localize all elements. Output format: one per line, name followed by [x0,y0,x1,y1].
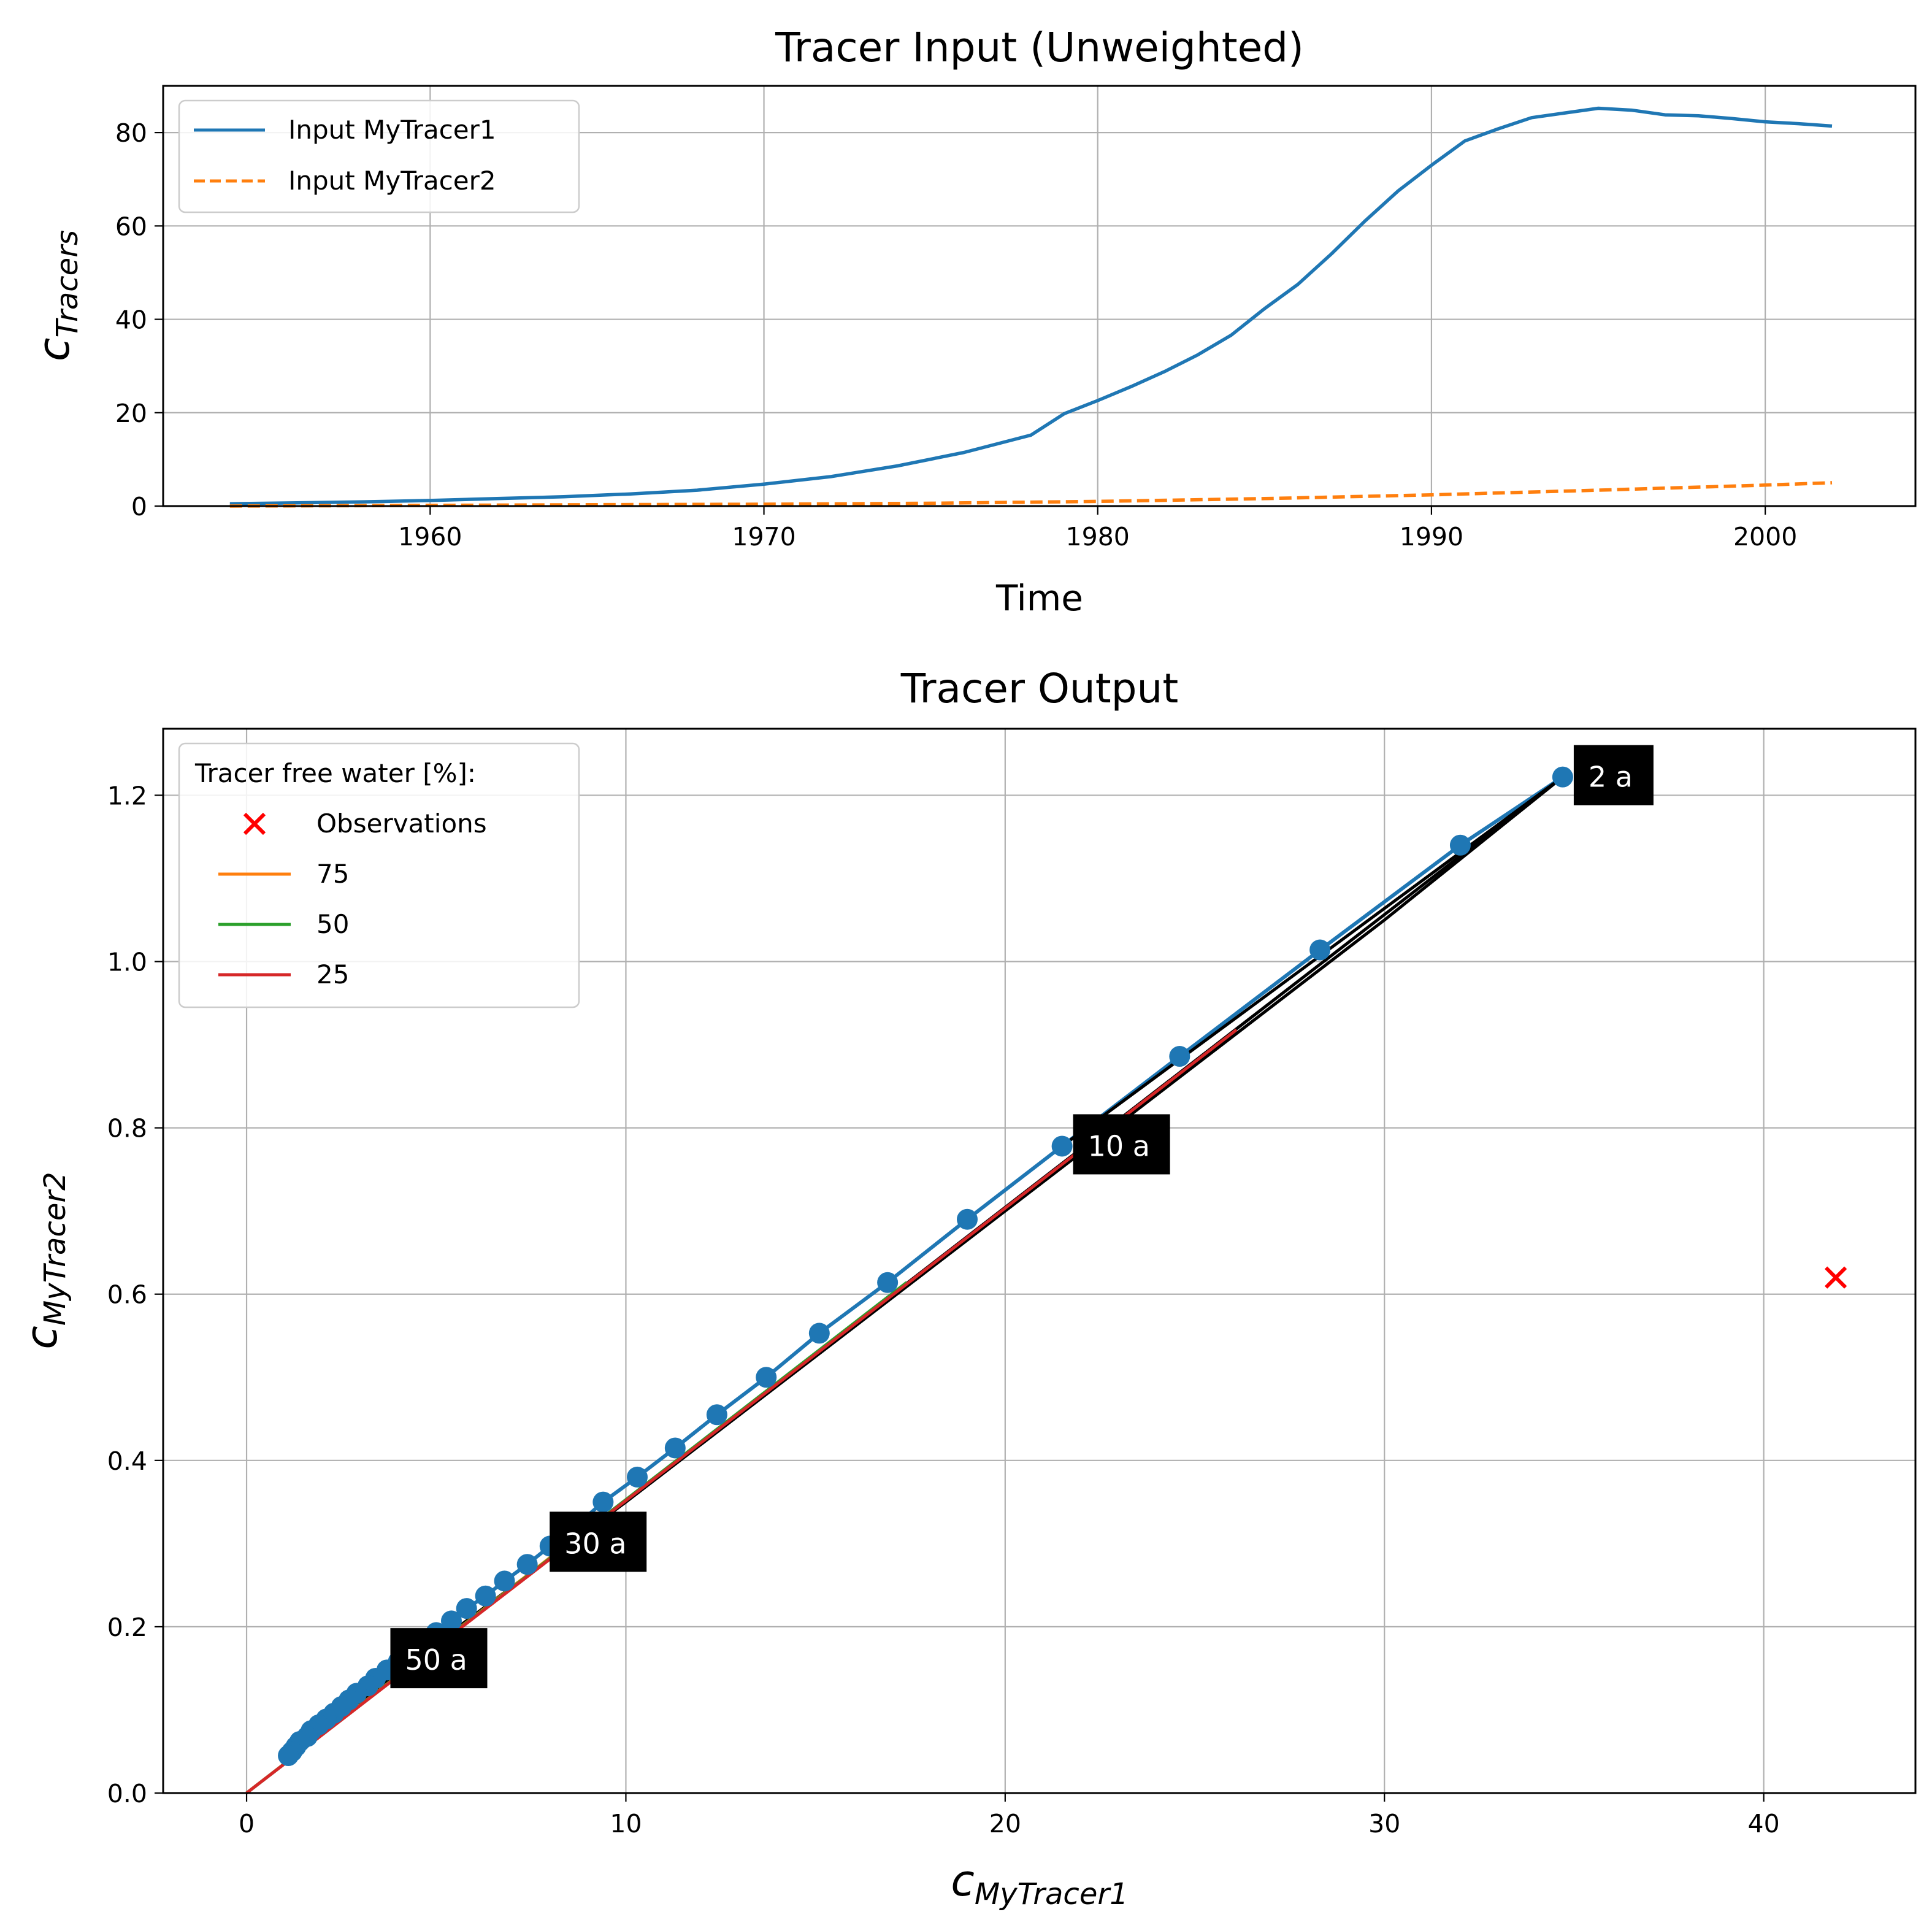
age-annotation: 50 a [390,1628,488,1689]
age-annotation-label: 2 a [1589,761,1633,794]
observation-marker [1825,1266,1847,1289]
legend-title: Tracer free water [%]: [194,758,476,788]
output-chart-xlabel-sub: MyTracer1 [975,1877,1129,1911]
legend-label-75: 75 [316,859,349,889]
legend-label-input-mytracer1: Input MyTracer1 [288,115,496,145]
legend-marker-observations [243,812,266,835]
output-chart-ylabel: cMyTracer2 [17,1172,72,1349]
input-chart-xtick-label: 1980 [1066,522,1130,551]
output-chart-ytick-label: 1.0 [107,948,147,977]
output-chart-series [245,766,1847,1794]
input-chart-ytick-label: 80 [115,118,147,148]
output-chart-ytick-label: 0.4 [107,1446,147,1476]
output-chart-ytick-label: 1.2 [107,781,147,810]
input-chart-frame [162,85,1917,507]
input-chart-ytick-label: 40 [115,305,147,335]
output-chart-ytick-label: 0.2 [107,1613,147,1642]
age-annotation-box [1573,745,1654,805]
input-chart-series [229,106,1833,508]
legend-label-observations: Observations [316,808,487,839]
model-point [475,1585,496,1607]
model-point [957,1208,978,1230]
input-chart-xtick-label: 1990 [1400,522,1463,551]
age-annotation-box [550,1511,647,1572]
output-chart-legend: Tracer free water [%]: Observations 75 5… [178,742,580,1008]
output-chart-xtick-label: 10 [610,1809,642,1838]
model-point [808,1323,830,1344]
model-point [664,1437,686,1459]
legend-label-50: 50 [316,909,349,939]
age-annotation-label: 50 a [405,1643,467,1676]
model-point [1552,766,1573,788]
output-chart-ytick-label: 0.0 [107,1779,147,1808]
age-annotation: 30 a [550,1511,647,1572]
output-chart-ylabel-sub: MyTracer2 [38,1172,72,1326]
model-point [516,1554,538,1575]
age-annotation-label: 10 a [1088,1129,1150,1162]
age-annotation-box [1073,1114,1170,1175]
input-chart-ylabel-sub: Tracers [50,230,85,337]
age-annotation-label: 30 a [564,1527,626,1560]
output-chart-annotations: 2 a 10 a 30 a 50 a [390,745,1654,1689]
output-chart-xtick-label: 20 [989,1809,1021,1838]
input-chart-ytick-label: 0 [131,492,147,521]
model-point [494,1570,515,1592]
output-chart-ticks: 0 10 20 30 40 0.0 0.2 0.4 0.6 0.8 1.0 1.2 [107,781,1780,1838]
output-chart-frame [162,728,1917,1794]
output-chart-ytick-label: 0.6 [107,1280,147,1310]
series-line-input-mytracer1 [229,106,1833,505]
legend-label-25: 25 [316,959,349,989]
input-chart-ylabel: cTracers [29,230,85,361]
output-chart-xtick-label: 0 [239,1809,255,1838]
model-point [626,1466,648,1488]
input-chart-ytick-label: 20 [115,399,147,428]
model-point [278,1745,299,1767]
input-chart-xtick-label: 1970 [732,522,795,551]
output-chart-xlabel: cMyTracer1 [951,1856,1128,1911]
series-line-input-mytracer2 [229,481,1833,508]
input-chart-ticks: 1960 1970 1980 1990 2000 0 20 40 60 80 [115,118,1797,551]
input-chart-xlabel: Time [995,577,1083,619]
input-chart-xtick-label: 1960 [398,522,462,551]
input-chart-ylabel-base: c [29,337,79,361]
age-annotation: 2 a [1573,745,1654,805]
model-point [592,1491,614,1513]
input-chart-title: Tracer Input (Unweighted) [775,24,1304,71]
output-chart-xlabel-base: c [951,1856,975,1906]
input-chart: Tracer Input (Unweighted) 1960 1970 1980 19… [29,24,1917,619]
model-point [756,1367,777,1388]
model-point [456,1598,477,1619]
output-chart-ytick-label: 0.8 [107,1114,147,1143]
model-point [1051,1135,1073,1157]
input-chart-legend: Input MyTracer1 Input MyTracer2 [178,99,580,213]
model-point [706,1404,727,1426]
age-annotation: 10 a [1073,1114,1170,1175]
model-point [440,1610,462,1632]
output-chart-title: Tracer Output [900,665,1178,712]
model-point [1169,1046,1190,1067]
legend-observation-x [243,812,266,835]
input-chart-xtick-label: 2000 [1733,522,1797,551]
output-chart-ylabel-base: c [17,1326,67,1350]
age-annotation-box [390,1628,488,1689]
output-chart: Tracer Output 2 a10 a30 a50 a 0 10 20 30 400… [17,665,1917,1911]
output-chart-xtick-label: 30 [1368,1809,1400,1838]
output-chart-xtick-label: 40 [1748,1809,1780,1838]
model-point [1449,834,1471,856]
black-mixing-line [1061,775,1564,1148]
legend-label-input-mytracer2: Input MyTracer2 [288,166,496,196]
model-point [1309,939,1331,961]
input-chart-ytick-label: 60 [115,212,147,241]
model-point [877,1272,899,1293]
